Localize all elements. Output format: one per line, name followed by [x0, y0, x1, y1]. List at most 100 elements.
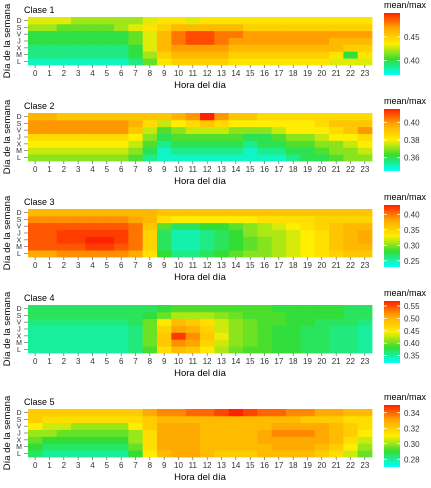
- heatmap-cell: [28, 222, 43, 230]
- heatmap-cell: [42, 305, 58, 313]
- heatmap-cell: [228, 222, 244, 230]
- heatmap-cell: [99, 58, 115, 66]
- heatmap-cell: [128, 243, 144, 251]
- heatmap-cell: [343, 332, 359, 340]
- heatmap-cell: [171, 17, 187, 25]
- heatmap-cell: [357, 436, 373, 444]
- x-tick-label: 1: [47, 461, 52, 470]
- heatmap-cell: [85, 209, 101, 217]
- heatmap-cell: [42, 147, 58, 155]
- heatmap-cell: [99, 154, 115, 162]
- heatmap-cell: [300, 332, 316, 340]
- legend-tick-label: 0.30: [404, 241, 420, 250]
- heatmap-cell: [85, 147, 101, 155]
- heatmap-cell: [214, 119, 230, 128]
- legend-tick-label: 0.40: [404, 210, 420, 219]
- heatmap-cell: [71, 154, 86, 162]
- heatmap-cell: [257, 250, 273, 258]
- heatmap-cell: [185, 346, 201, 354]
- x-tick-label: 11: [189, 69, 198, 78]
- heatmap-cell: [300, 147, 316, 155]
- heatmap-cell: [71, 409, 86, 417]
- heatmap-cell: [357, 215, 373, 224]
- heatmap-cell: [357, 311, 373, 320]
- heatmap-cell: [85, 154, 101, 162]
- heatmap-cell: [114, 229, 129, 237]
- x-tick-label: 3: [76, 261, 81, 270]
- heatmap-cell: [300, 58, 316, 66]
- heatmap-cell: [56, 119, 72, 128]
- heatmap-cell: [185, 23, 201, 32]
- heatmap-cell: [71, 133, 86, 141]
- heatmap-cell: [28, 58, 43, 66]
- heatmap-cell: [300, 243, 316, 251]
- heatmap-cell: [56, 332, 72, 340]
- heatmap-cell: [28, 450, 43, 458]
- heatmap-cell: [329, 250, 344, 258]
- heatmap-cell: [329, 346, 344, 354]
- heatmap-cell: [71, 209, 86, 217]
- x-tick-label: 22: [346, 69, 355, 78]
- heatmap-cell: [314, 243, 330, 251]
- heatmap-cell: [157, 44, 172, 52]
- heatmap-cell: [71, 37, 86, 45]
- heatmap-cell: [329, 44, 344, 52]
- x-tick-label: 14: [231, 357, 240, 366]
- heatmap-cell: [42, 415, 58, 424]
- heatmap-cell: [257, 236, 273, 244]
- heatmap-cell: [257, 126, 273, 134]
- heatmap-cell: [171, 23, 187, 32]
- heatmap-cell: [357, 415, 373, 424]
- heatmap-cell: [85, 37, 101, 45]
- heatmap-cell: [214, 305, 230, 313]
- x-tick-label: 5: [105, 357, 110, 366]
- heatmap-cell: [142, 44, 158, 52]
- heatmap-cell: [214, 44, 230, 52]
- heatmap-cell: [314, 236, 330, 244]
- heatmap-cell: [42, 229, 58, 237]
- heatmap-cell: [286, 58, 301, 66]
- heatmap-cell: [300, 325, 316, 333]
- heatmap-cell: [128, 236, 144, 244]
- heatmap-cell: [200, 215, 215, 224]
- heatmap-cell: [243, 119, 258, 128]
- x-tick-label: 17: [274, 357, 283, 366]
- heatmap-cell: [142, 229, 158, 237]
- heatmap-cell: [357, 229, 373, 237]
- x-tick-label: 11: [189, 357, 198, 366]
- heatmap-cell: [142, 17, 158, 25]
- heatmap-cell: [185, 236, 201, 244]
- heatmap-cell: [286, 37, 301, 45]
- heatmap-cell: [28, 30, 43, 38]
- heatmap-cell: [99, 443, 115, 451]
- heatmap-cell: [85, 44, 101, 52]
- heatmap-cell: [257, 215, 273, 224]
- heatmap-cell: [286, 422, 301, 430]
- heatmap-cell: [85, 58, 101, 66]
- legend-tick-label: 0.25: [404, 257, 420, 266]
- heatmap-cell: [329, 17, 344, 25]
- heatmap-cell: [114, 415, 129, 424]
- heatmap-cell: [357, 243, 373, 251]
- x-tick-label: 2: [62, 165, 67, 174]
- heatmap-cell: [171, 422, 187, 430]
- heatmap-cell: [214, 429, 230, 437]
- heatmap-cell: [329, 30, 344, 38]
- heatmap-cell: [114, 23, 129, 32]
- x-tick-label: 4: [90, 357, 95, 366]
- x-tick-label: 0: [33, 461, 38, 470]
- heatmap-cell: [99, 236, 115, 244]
- heatmap-cell: [214, 422, 230, 430]
- legend-tick-label: 0.38: [404, 136, 420, 145]
- heatmap-cell: [343, 215, 359, 224]
- heatmap-cell: [357, 126, 373, 134]
- heatmap-cell: [357, 250, 373, 258]
- heatmap-cell: [329, 133, 344, 141]
- heatmap-cell: [99, 140, 115, 148]
- heatmap-cell: [85, 318, 101, 326]
- x-tick-label: 22: [346, 165, 355, 174]
- heatmap-cell: [56, 126, 72, 134]
- heatmap-cell: [71, 346, 86, 354]
- heatmap-cell: [329, 229, 344, 237]
- heatmap-cell: [286, 443, 301, 451]
